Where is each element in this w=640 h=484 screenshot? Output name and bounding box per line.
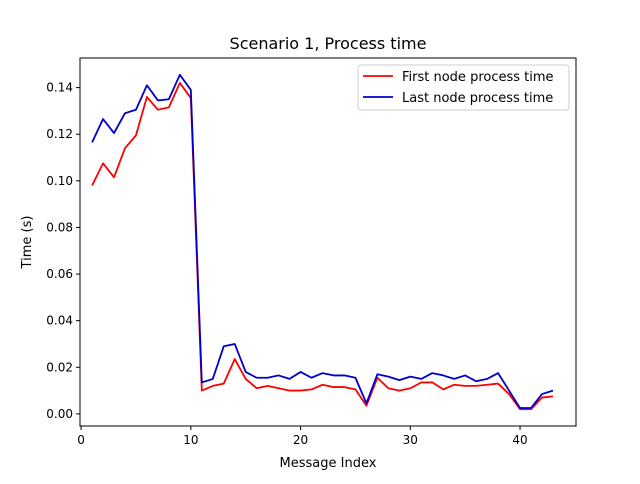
chart-title: Scenario 1, Process time xyxy=(230,34,427,53)
y-tick-label: 0.14 xyxy=(46,81,73,95)
y-tick-label: 0.04 xyxy=(46,314,73,328)
legend-label-first-node: First node process time xyxy=(402,70,554,85)
y-tick-label: 0.10 xyxy=(46,174,73,188)
y-tick-label: 0.00 xyxy=(46,407,73,421)
x-tick-label: 40 xyxy=(512,433,527,447)
legend-box xyxy=(357,64,570,111)
y-axis-ticks: 0.00 0.02 0.04 0.06 0.08 0.10 0.12 0.14 xyxy=(46,81,80,421)
series-line-last-node xyxy=(91,73,554,409)
legend-label-last-node: Last node process time xyxy=(402,91,553,106)
y-tick-label: 0.06 xyxy=(46,267,73,281)
x-tick-label: 30 xyxy=(403,433,418,447)
x-tick-label: 0 xyxy=(77,433,85,447)
x-axis-ticks: 0 10 20 30 40 xyxy=(77,426,528,447)
y-tick-label: 0.12 xyxy=(46,127,73,141)
x-axis-label: Message Index xyxy=(280,456,377,471)
x-tick-label: 20 xyxy=(293,433,308,447)
x-tick-label: 10 xyxy=(183,433,198,447)
y-tick-label: 0.02 xyxy=(46,360,73,374)
series-line-first-node xyxy=(91,82,554,411)
y-axis-label: Time (s) xyxy=(20,216,35,270)
y-tick-label: 0.08 xyxy=(46,220,73,234)
plot-frame xyxy=(79,57,577,427)
series-layer xyxy=(91,73,554,411)
legend: First node process time Last node proces… xyxy=(357,64,570,111)
